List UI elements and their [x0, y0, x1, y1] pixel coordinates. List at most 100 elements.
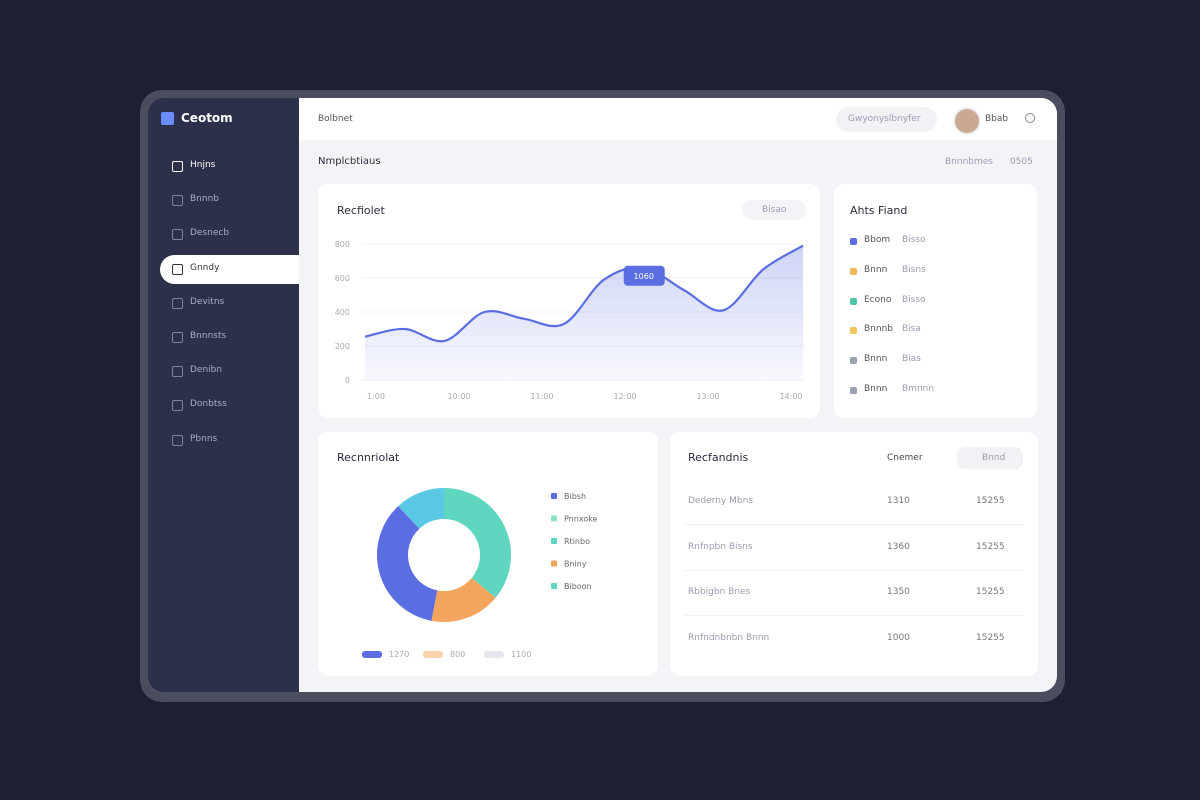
legend-swatch: [551, 493, 557, 499]
line-title: Recfiolet: [337, 204, 385, 217]
legend-label: Bniny: [564, 560, 587, 569]
nav-item[interactable]: Pbnns: [190, 433, 218, 444]
x-tick-label: 14:00: [779, 392, 802, 401]
row-divider: [684, 569, 1024, 571]
table-cell: 1360: [887, 541, 910, 552]
donut-segment: [398, 488, 445, 530]
legend-bar: [423, 651, 443, 658]
table-cell: Rnfnpbn Bisns: [688, 541, 753, 552]
list-dot: [850, 387, 857, 394]
list-name: Bnnn: [864, 384, 888, 394]
legend-swatch: [551, 515, 557, 522]
donut-title: Recnnriolat: [337, 451, 400, 464]
legend-label: 1100: [511, 650, 531, 659]
x-tick-label: 11:00: [530, 392, 553, 401]
donut-segment: [431, 577, 496, 622]
page-title: Nmplcbtiaus: [318, 156, 381, 167]
brand: Ceotom: [181, 111, 233, 125]
legend-label: Bibsh: [564, 492, 586, 501]
table-cell: 15255: [976, 632, 1005, 643]
y-tick-label: 200: [335, 342, 350, 351]
list-name: Bnnn: [864, 354, 888, 365]
legend-label: Pnnxoke: [564, 515, 598, 524]
nav-icon: [172, 161, 183, 172]
table-chip[interactable]: [957, 447, 1023, 469]
page-meta-value: 0505: [1010, 157, 1033, 167]
legend-swatch: [551, 538, 557, 544]
list-value: Bisa: [902, 324, 921, 335]
legend-bar: [362, 651, 382, 658]
nav-icon: [172, 400, 183, 412]
list-dot: [850, 327, 857, 335]
list-value: Bmnnn: [902, 384, 935, 394]
line-badge-text: Bisao: [762, 205, 787, 215]
legend-label: Biboon: [564, 582, 592, 591]
sidebar: [148, 98, 299, 692]
x-tick-label: 12:00: [613, 392, 636, 401]
list-name: Bnnn: [864, 264, 888, 275]
nav-icon: [172, 434, 183, 446]
nav-item[interactable]: Denibn: [190, 365, 223, 376]
row-divider: [684, 615, 1024, 616]
nav-icon: [172, 366, 183, 378]
legend-label: 1270: [389, 650, 409, 659]
nav-item[interactable]: Bnnnb: [190, 194, 219, 205]
legend-bar: [484, 651, 504, 658]
list-dot: [850, 297, 857, 305]
list-title: Ahts Fiand: [850, 204, 908, 217]
nav-item[interactable]: Bnnnsts: [190, 331, 227, 341]
list-card: [834, 184, 1037, 418]
table-card: [670, 432, 1038, 676]
list-name: Bnnnb: [864, 324, 893, 335]
search[interactable]: [836, 107, 937, 132]
line-badge[interactable]: [742, 200, 806, 220]
table-chip-text: Bnnd: [982, 453, 1006, 463]
list-value: Bias: [902, 354, 921, 365]
table-cell: Rnfndnbnbn Bnnn: [688, 632, 770, 643]
table-cell: 1350: [887, 587, 910, 597]
search-icon[interactable]: [1025, 113, 1035, 123]
nav-icon: [172, 195, 183, 207]
list-value: Bisso: [902, 235, 926, 245]
nav-icon: [172, 297, 183, 309]
table-cell: Rbbigbn Bnes: [688, 587, 751, 597]
nav-item[interactable]: Devitns: [190, 296, 225, 307]
y-tick-label: 0: [345, 376, 350, 385]
list-name: Econo: [864, 294, 892, 305]
search-placeholder: Gwyonyslbnyfer: [848, 114, 921, 124]
table-cell: 1310: [887, 496, 910, 506]
table-cell: Dederny Mbns: [688, 496, 754, 506]
nav-icon: [172, 263, 183, 275]
legend-swatch: [551, 583, 557, 589]
brand-logo: [161, 112, 174, 125]
nav-active[interactable]: [160, 254, 299, 284]
avatar[interactable]: [953, 107, 981, 135]
x-tick-label: 13:00: [696, 392, 719, 401]
legend-label: Rtinbo: [564, 537, 590, 546]
x-tick-label: 10:00: [447, 392, 470, 401]
nav-item[interactable]: Desnecb: [190, 228, 230, 239]
row-divider: [684, 524, 1024, 525]
table-header: Cnemer: [887, 453, 923, 463]
donut-segment: [443, 488, 511, 598]
list-dot: [850, 357, 857, 365]
table-cell: 1000: [887, 632, 910, 643]
nav-item[interactable]: Donbtss: [190, 399, 227, 410]
table-title: Recfandnis: [688, 451, 749, 464]
tooltip: [623, 265, 665, 286]
user-name: Bbab: [985, 114, 1009, 124]
legend-label: 800: [450, 650, 465, 659]
list-dot: [850, 238, 857, 245]
line: [364, 244, 804, 343]
list-name: Bbom: [864, 235, 891, 245]
nav-icon: [172, 229, 183, 241]
table-cell: 15255: [976, 496, 1005, 506]
y-tick-label: 400: [335, 308, 350, 317]
list-value: Bisns: [902, 264, 926, 275]
x-tick-label: 1:00: [367, 392, 385, 401]
list-value: Bisso: [902, 294, 926, 305]
nav-item[interactable]: Hnjns: [190, 160, 216, 170]
nav-item[interactable]: Gnndy: [190, 262, 220, 273]
